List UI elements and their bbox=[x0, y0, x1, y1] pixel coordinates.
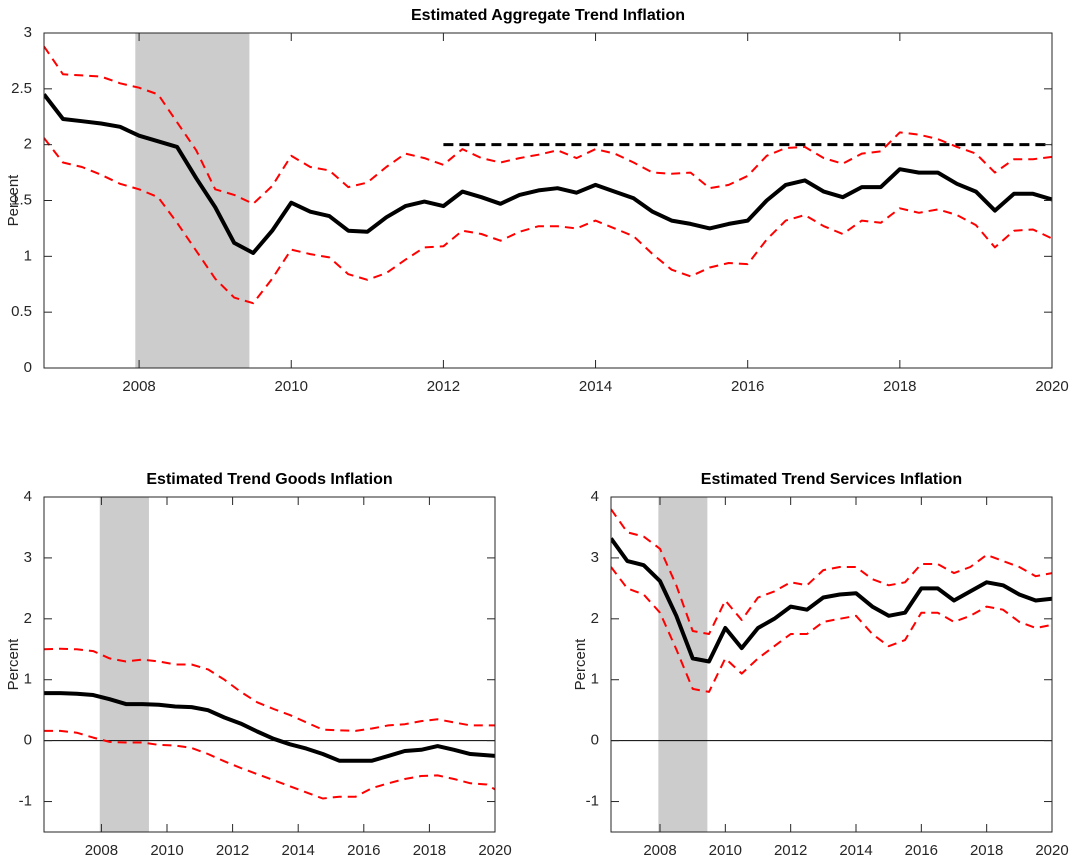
y-tick-label: 2 bbox=[24, 610, 32, 627]
y-axis-label: Percent bbox=[572, 638, 589, 691]
y-tick-label: 4 bbox=[591, 488, 599, 505]
x-tick-label: 2016 bbox=[347, 842, 380, 859]
x-tick-label: 2010 bbox=[709, 842, 742, 859]
band-line bbox=[44, 729, 495, 800]
chart-title: Estimated Trend Services Inflation bbox=[701, 471, 962, 488]
y-tick-label: 2 bbox=[591, 610, 599, 627]
x-tick-label: 2018 bbox=[970, 842, 1003, 859]
y-tick-label: 2 bbox=[24, 136, 32, 153]
trend-line bbox=[44, 93, 1052, 255]
y-tick-label: 1 bbox=[24, 247, 32, 264]
y-tick-label: 0 bbox=[24, 359, 32, 376]
trend-line bbox=[44, 691, 495, 763]
x-tick-label: 2018 bbox=[413, 842, 446, 859]
x-tick-label: 2012 bbox=[216, 842, 249, 859]
axes-box bbox=[43, 496, 496, 833]
y-tick-label: -1 bbox=[586, 793, 599, 810]
y-tick-label: 2.5 bbox=[11, 80, 32, 97]
x-tick-label: 2014 bbox=[839, 842, 872, 859]
x-tick-label: 2016 bbox=[731, 378, 764, 395]
subplot: 2008 2010 2012 2014 2016 2018 2020 0 0.5 1 1.5 2 2.5… bbox=[5, 7, 1069, 395]
y-tick-label: 0 bbox=[24, 732, 32, 749]
x-tick-label: 2008 bbox=[122, 378, 155, 395]
x-tick-label: 2014 bbox=[282, 842, 315, 859]
y-tick-label: -1 bbox=[19, 793, 32, 810]
x-tick-label: 2010 bbox=[275, 378, 308, 395]
band-line bbox=[44, 647, 495, 732]
band-line bbox=[44, 45, 1052, 205]
recession-shade bbox=[99, 497, 149, 832]
axes-box bbox=[610, 496, 1053, 833]
subplot: 2008 2010 2012 2014 2016 2018 2020 -1 0 1 2 3 4 Estim… bbox=[572, 471, 1069, 859]
x-tick-label: 2008 bbox=[643, 842, 676, 859]
y-tick-label: 4 bbox=[24, 488, 32, 505]
y-tick-label: 0.5 bbox=[11, 303, 32, 320]
plot-area bbox=[44, 497, 495, 832]
x-tick-label: 2010 bbox=[150, 842, 183, 859]
x-tick-label: 2012 bbox=[427, 378, 460, 395]
y-tick-label: 0 bbox=[591, 732, 599, 749]
y-tick-label: 3 bbox=[24, 24, 32, 41]
y-tick-label: 3 bbox=[591, 549, 599, 566]
x-tick-label: 2012 bbox=[774, 842, 807, 859]
trend-line bbox=[611, 537, 1052, 664]
subplot: 2008 2010 2012 2014 2016 2018 2020 -1 0 1 2 3 4 Estim… bbox=[5, 471, 512, 859]
y-tick-label: 1 bbox=[591, 671, 599, 688]
x-tick-label: 2008 bbox=[85, 842, 118, 859]
y-axis-label: Percent bbox=[5, 638, 22, 691]
y-axis-label: Percent bbox=[5, 174, 22, 227]
band-line bbox=[611, 508, 1052, 635]
chart-title: Estimated Aggregate Trend Inflation bbox=[411, 7, 685, 24]
plot-area bbox=[44, 33, 1052, 368]
y-tick-label: 1.5 bbox=[11, 191, 32, 208]
x-tick-label: 2020 bbox=[1035, 842, 1068, 859]
x-tick-label: 2018 bbox=[883, 378, 916, 395]
x-tick-label: 2016 bbox=[905, 842, 938, 859]
band-line bbox=[44, 137, 1052, 305]
y-tick-label: 1 bbox=[24, 671, 32, 688]
x-tick-label: 2020 bbox=[478, 842, 511, 859]
plot-area bbox=[611, 497, 1052, 832]
y-tick-label: 3 bbox=[24, 549, 32, 566]
recession-shade bbox=[135, 33, 250, 368]
x-tick-label: 2014 bbox=[579, 378, 612, 395]
band-line bbox=[611, 566, 1052, 693]
x-tick-label: 2020 bbox=[1035, 378, 1068, 395]
chart-title: Estimated Trend Goods Inflation bbox=[146, 471, 392, 488]
